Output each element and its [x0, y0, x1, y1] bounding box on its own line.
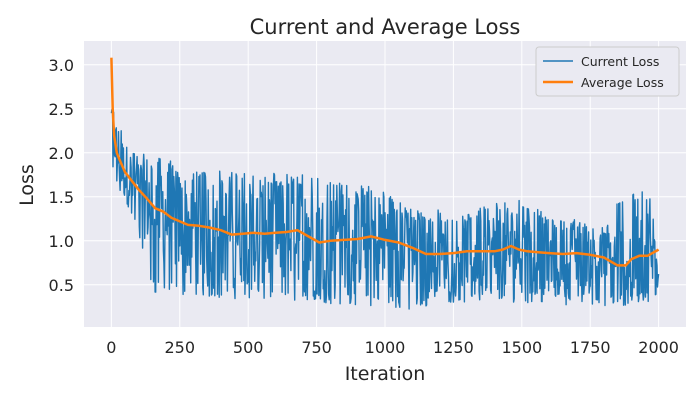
tick-labels: 0 250 500 750 1000 1250 1500 1750 2000 0.5 1.0 1.5 2…	[49, 56, 679, 357]
y-tick-label: 0.5	[49, 276, 74, 295]
legend-current-loss-label: Current Loss	[581, 54, 659, 69]
x-tick-label: 1250	[433, 338, 474, 357]
y-tick-label: 3.0	[49, 56, 74, 75]
x-axis-label: Iteration	[345, 363, 426, 385]
y-tick-label: 2.0	[49, 144, 74, 163]
x-tick-label: 2000	[638, 338, 679, 357]
legend: Current Loss Average Loss	[535, 46, 680, 97]
y-tick-label: 2.5	[49, 100, 74, 119]
x-tick-label: 250	[164, 338, 195, 357]
y-tick-label: 1.5	[49, 188, 74, 207]
x-tick-label: 1750	[570, 338, 611, 357]
x-tick-label: 500	[233, 338, 264, 357]
x-tick-label: 1500	[501, 338, 542, 357]
y-axis-label: Loss	[16, 164, 38, 206]
current-loss-series	[110, 108, 660, 310]
legend-box	[535, 46, 680, 97]
y-tick-label: 1.0	[49, 232, 74, 251]
x-tick-label: 1000	[365, 338, 406, 357]
chart-title: Current and Average Loss	[250, 15, 521, 39]
average-loss-line	[110, 57, 660, 267]
legend-average-loss-label: Average Loss	[581, 75, 664, 90]
x-tick-label: 750	[301, 338, 332, 357]
average-loss-series	[110, 57, 660, 267]
current-loss-line	[110, 108, 660, 310]
x-tick-label: 0	[106, 338, 116, 357]
